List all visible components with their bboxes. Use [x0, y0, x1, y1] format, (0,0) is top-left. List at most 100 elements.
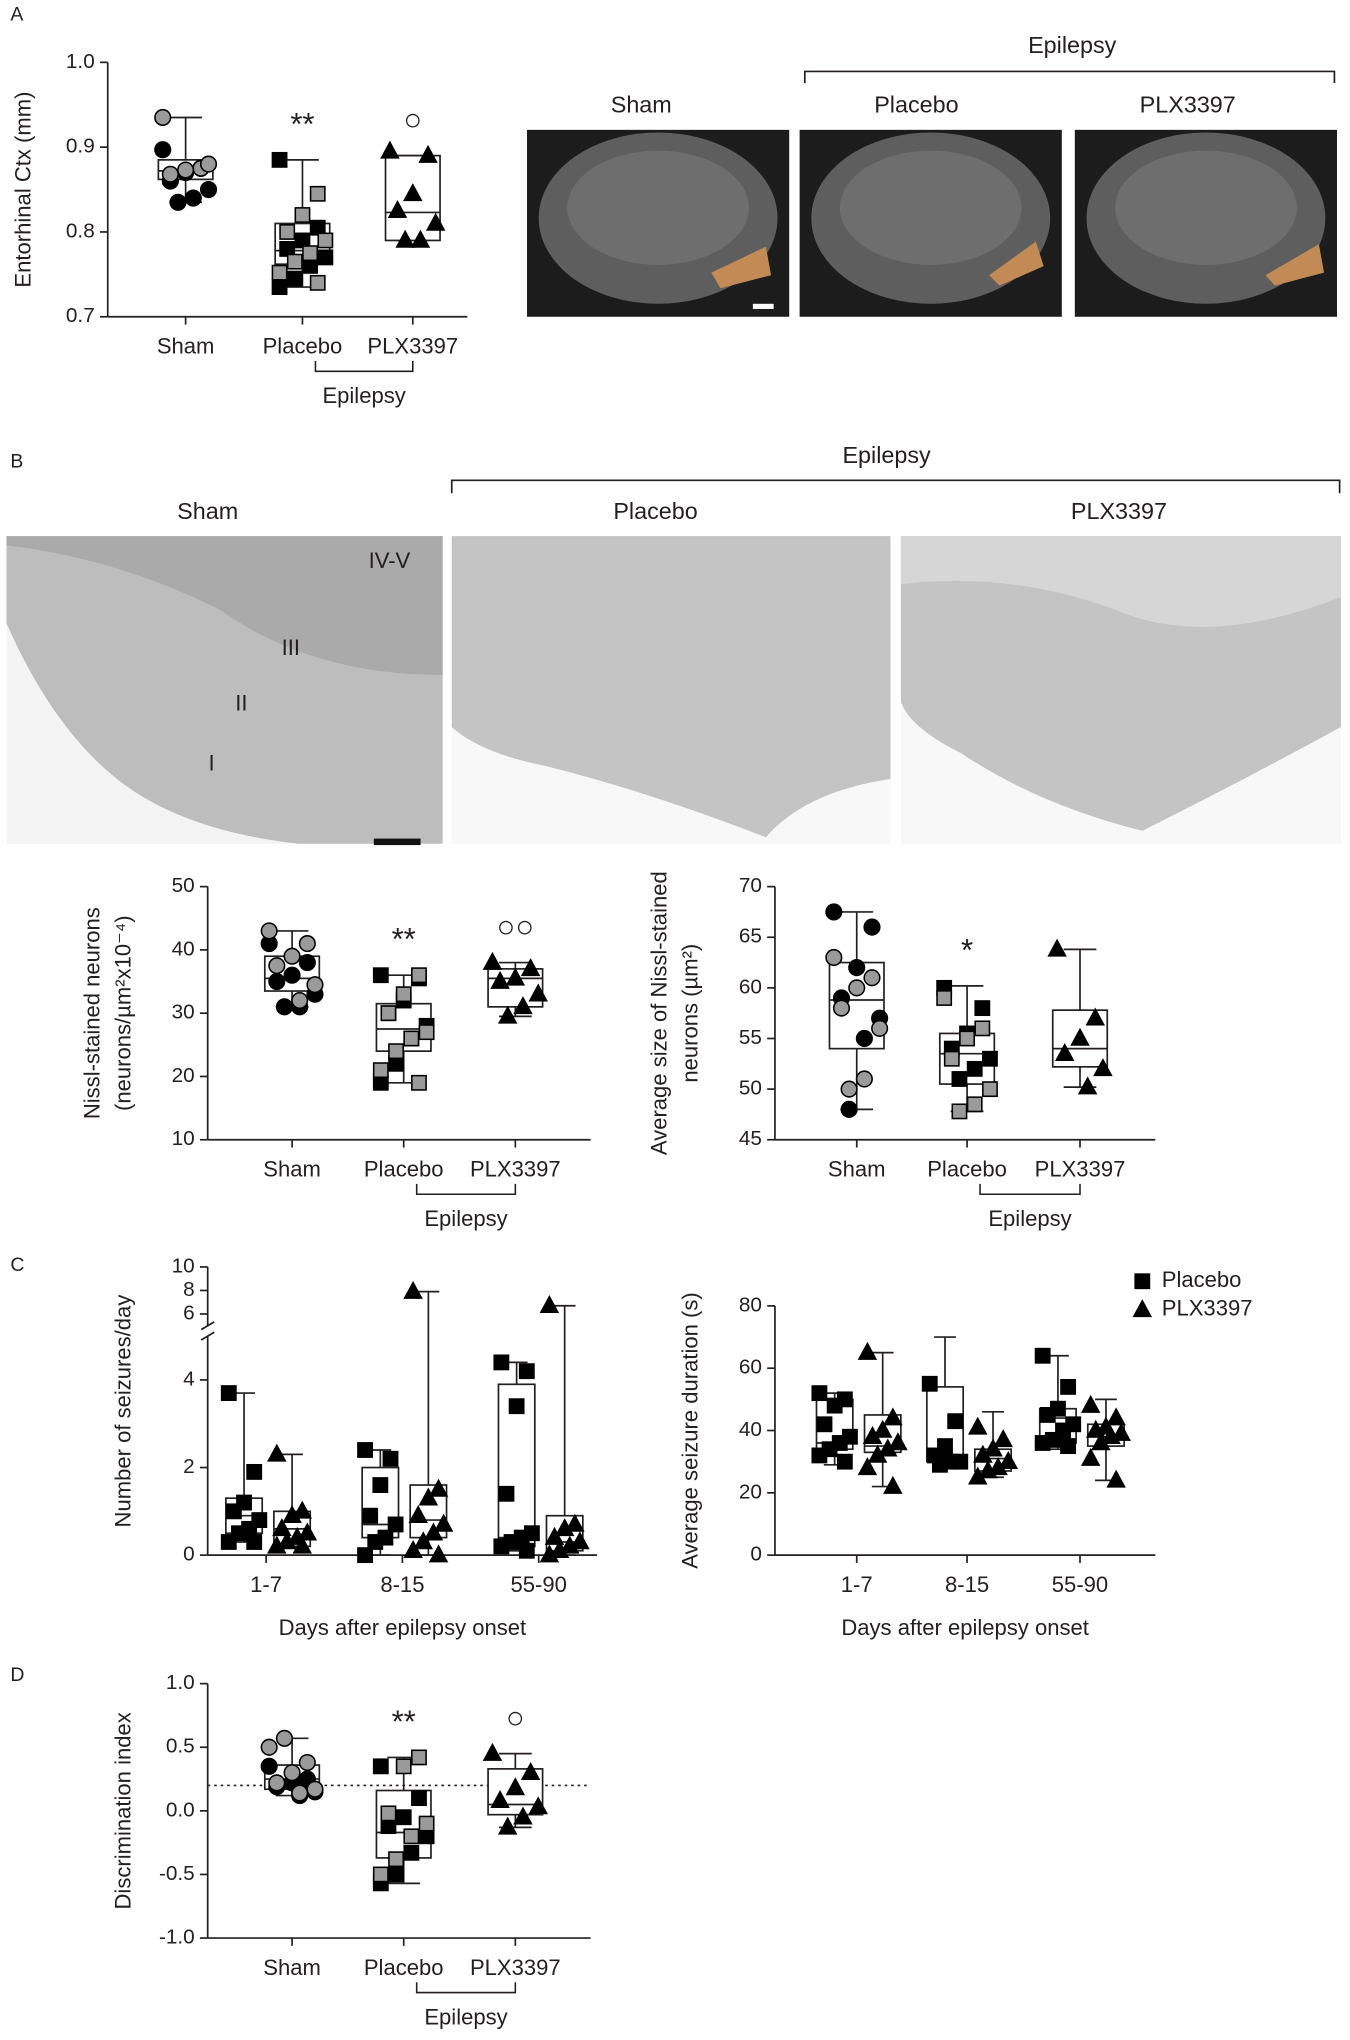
point	[306, 976, 324, 994]
mri-image	[527, 129, 790, 317]
point	[279, 224, 296, 240]
point	[497, 1816, 518, 1835]
point	[387, 1516, 404, 1533]
mri-image	[799, 129, 1062, 317]
point	[871, 1019, 889, 1037]
y-tick-label: 2	[183, 1455, 195, 1478]
point	[317, 249, 334, 266]
y-tick-label: 40	[172, 937, 195, 960]
image-title: Placebo	[613, 498, 697, 524]
point	[959, 1030, 975, 1047]
point	[988, 1457, 1008, 1476]
point	[292, 1500, 312, 1519]
point	[888, 1432, 908, 1451]
point	[1060, 1378, 1077, 1395]
point	[403, 183, 423, 202]
group-label: Epilepsy	[1028, 32, 1117, 58]
point	[848, 959, 866, 977]
point	[493, 1538, 510, 1555]
axis-break	[200, 1331, 215, 1341]
x-tick-label: Placebo	[927, 1157, 1007, 1182]
point	[271, 151, 288, 168]
panel-label: D	[10, 1664, 24, 1686]
point	[855, 1029, 873, 1048]
panel-label: C	[10, 1254, 24, 1276]
point	[298, 953, 316, 972]
point	[357, 1442, 373, 1458]
point	[283, 966, 301, 984]
nissl-image	[451, 536, 891, 844]
point	[271, 264, 288, 281]
point	[372, 1477, 389, 1493]
point	[505, 1777, 526, 1796]
point	[505, 967, 526, 986]
point	[816, 1416, 833, 1433]
point	[357, 1547, 373, 1564]
point	[382, 1450, 399, 1467]
point	[267, 1443, 287, 1462]
point	[490, 970, 510, 989]
point	[498, 1485, 515, 1502]
point	[565, 1513, 585, 1532]
group-bracket	[803, 70, 1336, 84]
x-tick-label: Sham	[263, 1157, 321, 1182]
significance: *	[961, 932, 973, 967]
point	[513, 1806, 533, 1825]
image-title: Sham	[611, 92, 672, 118]
group-bracket	[979, 1183, 1081, 1196]
point	[857, 1457, 878, 1476]
y-axis-label: Average seizure duration (s)	[678, 1292, 703, 1569]
point	[372, 1062, 389, 1079]
point	[275, 998, 294, 1016]
group-label: Epilepsy	[988, 1206, 1071, 1231]
point	[482, 1742, 503, 1761]
point	[1093, 1058, 1113, 1077]
point	[433, 1513, 454, 1532]
point	[362, 1507, 379, 1524]
point	[544, 1526, 565, 1545]
point	[1060, 1438, 1077, 1455]
y-tick-label: 0.5	[166, 1735, 195, 1758]
point	[282, 1504, 302, 1523]
y-tick-label: 50	[739, 1077, 762, 1100]
y-axis-label: Average size of Nissl-stained	[647, 871, 672, 1155]
point	[931, 1456, 948, 1473]
nissl-image	[6, 536, 443, 846]
significance: **	[392, 922, 416, 957]
point	[317, 232, 334, 249]
point	[560, 1535, 580, 1554]
point	[292, 1535, 312, 1554]
y-axis-label: Entorhinal Ctx (mm)	[10, 92, 35, 288]
x-tick-label: PLX3397	[470, 1955, 561, 1980]
point	[1134, 1273, 1151, 1290]
point	[1106, 1469, 1126, 1488]
point	[154, 141, 172, 159]
point	[982, 1050, 998, 1067]
point	[423, 1522, 444, 1541]
point	[306, 1780, 324, 1798]
y-tick-label: 10	[172, 1127, 195, 1150]
point	[1086, 1419, 1106, 1438]
x-tick-label: Placebo	[263, 334, 343, 359]
y-axis-label: Nissl-stained neurons	[79, 907, 104, 1119]
x-tick-label: Placebo	[364, 1955, 444, 1980]
x-tick-label: Sham	[828, 1157, 886, 1182]
y-tick-label: 80	[739, 1293, 762, 1316]
y-tick-label: 45	[739, 1127, 762, 1150]
y-tick-label: 8	[183, 1278, 195, 1301]
point	[272, 1518, 292, 1537]
point	[425, 212, 446, 231]
point	[966, 1096, 983, 1113]
point	[411, 1074, 427, 1091]
legend-label: PLX3397	[1162, 1296, 1253, 1321]
point	[836, 1453, 853, 1470]
x-tick-label: 1-7	[841, 1572, 873, 1597]
layer-label: III	[282, 635, 300, 660]
point	[993, 1429, 1013, 1448]
point	[862, 1426, 883, 1445]
point	[513, 996, 533, 1015]
point	[974, 1020, 991, 1037]
point	[570, 1531, 590, 1550]
point	[271, 279, 288, 296]
